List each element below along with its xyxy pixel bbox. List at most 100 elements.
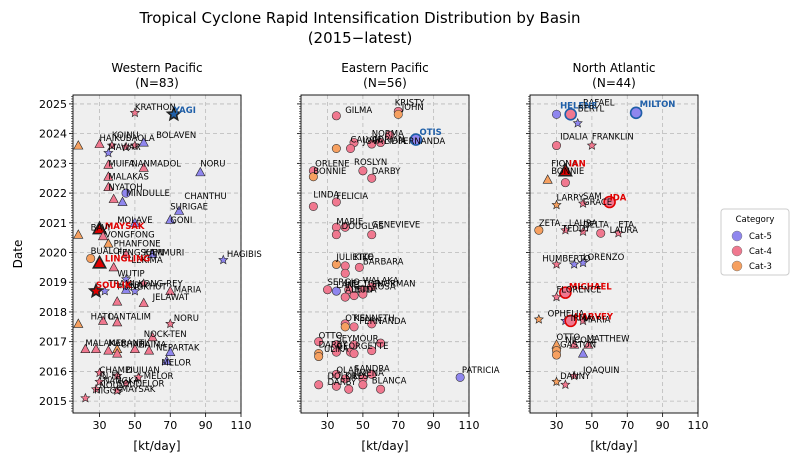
- data-point-circle: [552, 350, 562, 360]
- storm-label: FERNANDA: [359, 317, 406, 327]
- storm-label: MELOR: [161, 358, 191, 368]
- data-point-circle: [409, 133, 423, 146]
- data-point-triangle: [577, 348, 589, 358]
- data-point-circle: [349, 349, 359, 359]
- storm-label: MAYSAK: [105, 222, 145, 232]
- data-point-star: [572, 117, 583, 128]
- data-point-star: [99, 285, 110, 296]
- data-point-star: [165, 318, 176, 329]
- storm-label: GEORGETTE: [336, 342, 388, 352]
- data-point-circle: [331, 259, 341, 269]
- storm-label: JEBI: [125, 281, 142, 291]
- data-point-triangle: [80, 343, 91, 354]
- storm-label: DARBY: [328, 378, 357, 388]
- storm-label: MERANTI: [108, 339, 146, 349]
- storm-label: NICOLE: [565, 336, 597, 346]
- storm-label: OTIS: [345, 314, 365, 324]
- legend-title: Category: [736, 215, 775, 225]
- data-point-star: [129, 107, 141, 118]
- legend-frame: [720, 208, 790, 276]
- storm-label: KRISTY: [395, 98, 426, 108]
- plot-frame: [72, 94, 242, 414]
- x-axis-label: [kt/day]: [590, 439, 637, 453]
- storm-label: DOUGLAS: [342, 222, 384, 232]
- x-tick-label: 70: [391, 419, 405, 432]
- data-point-circle: [629, 106, 643, 120]
- storm-label: HATO: [91, 312, 115, 322]
- storm-label: DELTA: [583, 220, 609, 230]
- data-point-triangle: [120, 284, 132, 294]
- data-point-star: [551, 291, 562, 302]
- data-point-circle: [358, 166, 368, 176]
- data-point-triangle: [73, 140, 84, 150]
- y-tick-label: 2018: [39, 306, 67, 319]
- data-point-star: [569, 259, 580, 269]
- data-point-triangle: [161, 355, 172, 365]
- storm-label: MALAKAS: [108, 173, 149, 183]
- data-point-circle: [331, 230, 341, 240]
- storm-label: BLANCA: [372, 376, 407, 386]
- data-point-circle: [340, 222, 350, 232]
- storm-label: SAOLA: [126, 134, 155, 144]
- storm-label: HAIMA: [138, 341, 166, 351]
- storm-label: IDALIA: [560, 133, 588, 143]
- x-tick-label: 110: [688, 419, 709, 432]
- storm-label: JOHN: [401, 103, 424, 113]
- storm-label: HECTOR: [345, 280, 381, 290]
- data-point-star: [87, 282, 105, 299]
- data-point-triangle: [129, 343, 140, 354]
- data-point-circle: [349, 291, 359, 301]
- data-point-triangle: [583, 339, 594, 349]
- plot-area: [301, 95, 469, 413]
- y-tick-label: 2016: [39, 365, 67, 378]
- data-point-circle: [331, 143, 341, 153]
- storm-label: WUTIP: [117, 269, 144, 279]
- storm-label: NORMAN: [377, 280, 415, 290]
- storm-label: BERYL: [578, 104, 605, 114]
- storm-label: GRACE: [583, 198, 612, 208]
- storm-label: IAN: [569, 159, 586, 169]
- data-point-circle: [86, 253, 96, 263]
- data-point-triangle: [165, 346, 176, 356]
- storm-label: NEPARTAK: [156, 344, 200, 354]
- storm-label: SAM: [583, 192, 602, 202]
- storm-label: DARBY: [319, 341, 348, 351]
- storm-label: OPHELIA: [548, 309, 585, 319]
- data-point-star: [577, 315, 589, 326]
- data-point-star: [138, 278, 149, 289]
- storm-label: FIONA: [551, 159, 577, 169]
- data-point-triangle: [569, 339, 580, 349]
- data-point-circle: [331, 347, 341, 357]
- storm-label: NANGKA: [103, 376, 140, 386]
- storm-label: HAIKUI: [100, 134, 129, 144]
- data-point-circle: [393, 109, 403, 119]
- data-point-triangle: [138, 137, 149, 147]
- data-point-circle: [323, 285, 333, 295]
- x-tick-label: 90: [427, 419, 441, 432]
- storm-label: FERNANDA: [398, 137, 445, 147]
- storm-label: BONNIE: [551, 167, 584, 177]
- storm-label: BAVI: [91, 223, 110, 233]
- data-point-star: [586, 140, 598, 150]
- x-axis-label: [kt/day]: [133, 439, 180, 453]
- storm-label: OTIS: [419, 128, 441, 138]
- data-point-star: [106, 140, 118, 150]
- data-point-star: [551, 259, 562, 269]
- data-point-circle: [564, 314, 577, 328]
- storm-label: ULIKA: [324, 345, 349, 355]
- legend-swatch-cat5: [731, 230, 743, 242]
- x-tick-label: 70: [620, 419, 634, 432]
- storm-label: LORENZO: [583, 253, 625, 263]
- storm-label: PATRICIA: [462, 366, 500, 376]
- panel-title: North Atlantic: [572, 61, 655, 75]
- storm-label: JOAQUIN: [582, 366, 620, 376]
- storm-label: FENGSHEN: [117, 249, 164, 259]
- data-point-circle: [603, 195, 616, 209]
- storm-label: NANMADOL: [131, 159, 181, 169]
- x-tick-label: 50: [585, 419, 599, 432]
- x-tick-label: 70: [163, 419, 177, 432]
- storm-label: MILTON: [640, 100, 676, 110]
- data-point-star: [551, 376, 562, 387]
- data-point-circle: [346, 143, 356, 153]
- storm-label: IRMA: [571, 314, 593, 324]
